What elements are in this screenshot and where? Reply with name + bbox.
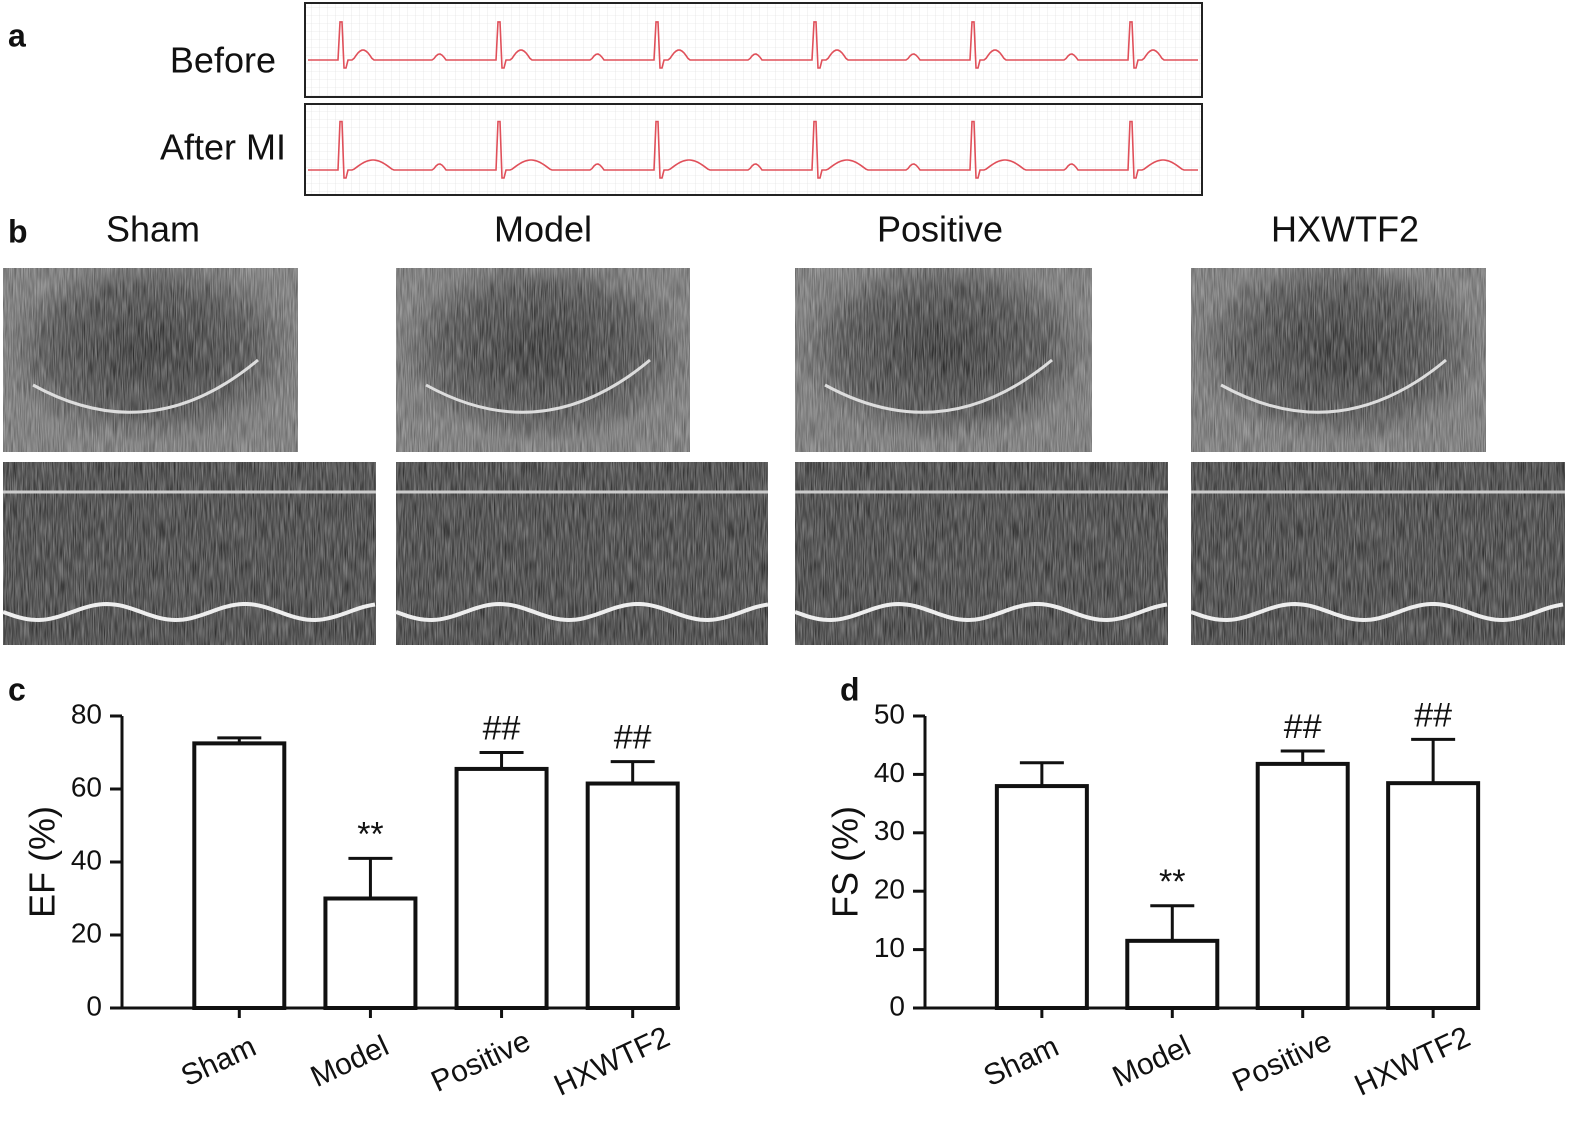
echo-wall-trace [794,601,1168,623]
y-tick-label: 80 [71,698,102,729]
panel-label: b [8,213,28,249]
y-tick-label: 0 [889,990,905,1021]
ecg-trace [308,21,1198,69]
y-tick-label: 20 [874,874,905,905]
bar [192,741,287,1010]
significance-label: ## [1284,708,1322,746]
significance-label: ** [1159,863,1185,901]
ecg-row-label: After MI [160,127,286,168]
x-tick-label: Model [1108,1029,1196,1093]
echo-wall [32,358,259,414]
ecg-trace [308,120,1198,179]
y-tick-label: 60 [71,771,102,802]
bar [585,781,680,1011]
ecg-row-label: Before [170,40,276,81]
y-tick-label: 40 [71,844,102,875]
bar [323,896,418,1010]
echo-column-label: Model [494,209,592,250]
bar [994,784,1089,1011]
echo-texture [1191,268,1486,452]
echo-texture [795,268,1092,452]
echo-texture [396,268,690,452]
y-tick-label: 0 [86,990,102,1021]
echo-images [2,268,1565,645]
echo-column-label: Sham [106,209,200,250]
x-tick-label: Sham [176,1030,261,1093]
x-tick-label: Sham [979,1030,1064,1093]
echo-wall [425,358,651,414]
y-axis-label: FS (%) [825,806,866,918]
significance-label: ## [483,709,521,747]
significance-label: ## [1414,696,1452,734]
echo-wall [1220,358,1447,414]
echo-wall-trace [395,601,769,623]
bar [1255,761,1350,1010]
bar [1125,938,1220,1011]
significance-label: ** [357,815,383,853]
echo-wall-trace [2,601,376,623]
y-tick-label: 10 [874,932,905,963]
y-tick-label: 30 [874,815,905,846]
panel-label: d [840,671,860,707]
x-tick-label: Positive [1227,1024,1336,1098]
x-tick-label: HXWTF2 [1350,1021,1476,1103]
panel-label: c [8,671,26,707]
echo-wall-trace [1190,601,1564,623]
ecg-box [304,2,1203,98]
echo-column-label: HXWTF2 [1271,209,1419,250]
ecg-strips [304,2,1203,196]
significance-label: ## [614,719,652,757]
x-tick-label: Model [306,1029,394,1093]
panel-label: a [8,17,26,53]
y-tick-label: 40 [874,757,905,788]
x-tick-label: Positive [426,1024,535,1098]
bar [454,766,549,1010]
x-tick-label: HXWTF2 [549,1021,675,1103]
y-axis-label: EF (%) [22,806,63,918]
echo-column-label: Positive [877,209,1003,250]
y-tick-label: 20 [71,917,102,948]
echo-wall [824,358,1053,414]
echo-texture [3,268,298,452]
y-tick-label: 50 [874,698,905,729]
bar [1386,781,1481,1010]
ecg-box [304,103,1203,196]
